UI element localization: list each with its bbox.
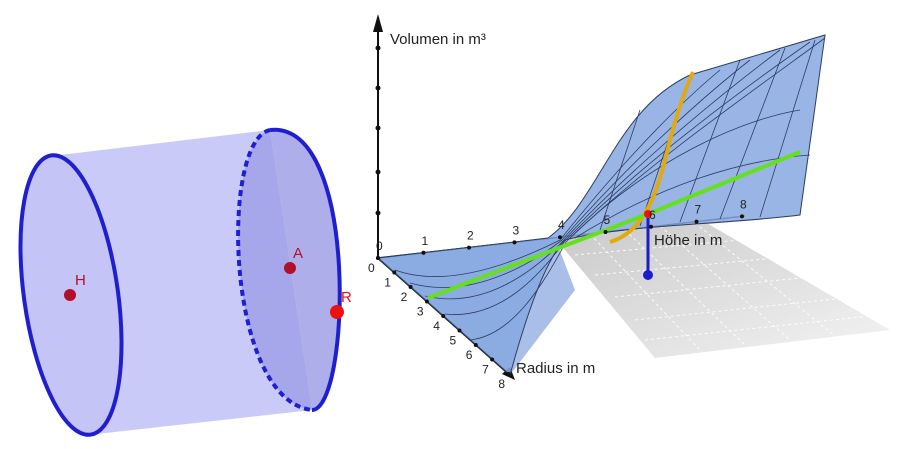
point-a[interactable] bbox=[284, 262, 296, 274]
radius-tick-7 bbox=[490, 357, 495, 362]
height-tick-7 bbox=[694, 219, 699, 224]
ground-grid bbox=[574, 222, 871, 351]
height-tick-6 bbox=[649, 224, 653, 229]
height-tick-5 bbox=[603, 230, 608, 234]
radius-tick-3 bbox=[424, 299, 429, 304]
radius-tick-label-6: 6 bbox=[466, 348, 473, 362]
cylinder-view: H A R bbox=[18, 127, 352, 437]
height-tick-1 bbox=[421, 250, 426, 255]
height-tick-label-8: 8 bbox=[740, 197, 747, 211]
volume-axis-ticks bbox=[375, 45, 381, 216]
cylinder-right-face-dashed bbox=[236, 128, 313, 412]
point-r-label: R bbox=[341, 289, 352, 306]
radius-tick-label-2: 2 bbox=[401, 290, 408, 304]
radius-tick-8 bbox=[506, 372, 511, 376]
radius-tick-label-4: 4 bbox=[433, 319, 440, 333]
height-tick-label-0: 0 bbox=[376, 239, 383, 253]
radius-tick-label-3: 3 bbox=[417, 305, 424, 319]
height-tick-8 bbox=[740, 214, 744, 219]
height-tick-label-2: 2 bbox=[467, 229, 474, 243]
radius-tick-2 bbox=[408, 285, 413, 289]
cylinder-right-face-solid bbox=[269, 127, 342, 412]
height-tick-label-5: 5 bbox=[604, 213, 611, 227]
volume-axis-arrow bbox=[373, 14, 383, 32]
radius-tick-label-0: 0 bbox=[368, 261, 375, 275]
point-h-label: H bbox=[75, 272, 86, 289]
orange-curve bbox=[609, 71, 695, 244]
height-axis-title: Höhe in m bbox=[654, 232, 722, 249]
height-tick-label-1: 1 bbox=[422, 234, 429, 248]
height-tick-4 bbox=[558, 235, 562, 240]
surface-point[interactable] bbox=[644, 210, 652, 218]
height-tick-label-4: 4 bbox=[558, 218, 565, 232]
height-tick-3 bbox=[512, 240, 517, 245]
volume-axis-title: Volumen in m³ bbox=[390, 31, 486, 48]
radius-tick-4 bbox=[441, 314, 446, 318]
radius-tick-5 bbox=[457, 328, 462, 333]
radius-axis-title: Radius in m bbox=[516, 360, 595, 377]
point-a-label: A bbox=[293, 245, 303, 262]
ground-point[interactable] bbox=[643, 270, 653, 280]
height-tick-label-3: 3 bbox=[513, 223, 520, 237]
point-h[interactable] bbox=[64, 289, 76, 301]
radius-tick-label-5: 5 bbox=[450, 334, 457, 348]
radius-tick-1 bbox=[392, 270, 397, 275]
ground-plane bbox=[555, 222, 890, 358]
surface-mesh bbox=[394, 37, 826, 341]
green-curve bbox=[427, 150, 801, 300]
height-tick-2 bbox=[467, 245, 471, 250]
height-tick-label-7: 7 bbox=[695, 203, 702, 217]
radius-tick-label-7: 7 bbox=[482, 363, 489, 377]
radius-tick-label-1: 1 bbox=[384, 276, 391, 290]
radius-tick-6 bbox=[473, 343, 478, 347]
radius-tick-label-8: 8 bbox=[498, 377, 505, 391]
point-r[interactable] bbox=[330, 305, 344, 319]
radius-tick-0 bbox=[376, 256, 380, 260]
height-tick-label-6: 6 bbox=[649, 208, 656, 222]
